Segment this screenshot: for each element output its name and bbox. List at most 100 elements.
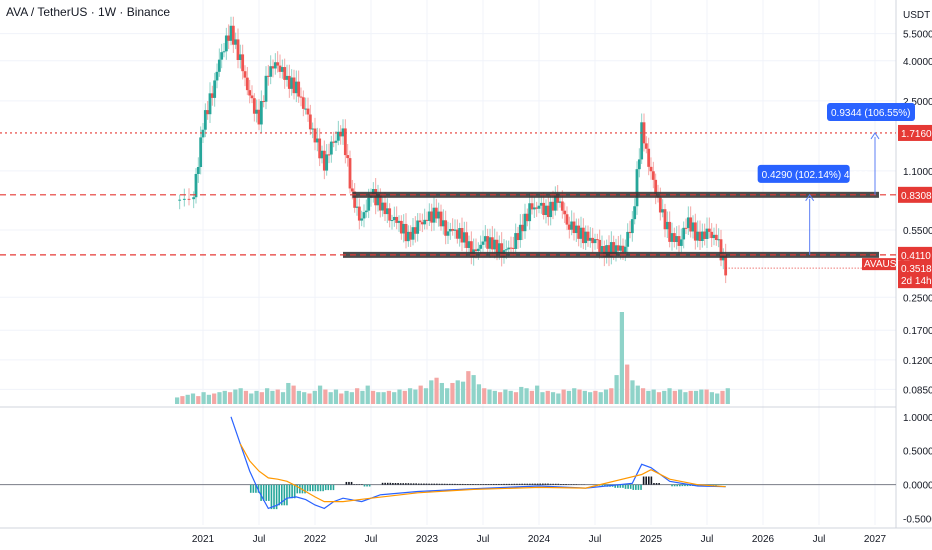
- candle-body: [397, 220, 401, 223]
- candle-body: [399, 220, 403, 234]
- candle-body: [252, 98, 256, 114]
- candle-body: [196, 167, 200, 174]
- candle-body: [336, 131, 340, 141]
- price-tick-label: 0.0850: [903, 385, 932, 396]
- macd-histogram-bar: [332, 484, 335, 491]
- candle-body: [448, 228, 452, 232]
- volume-bar: [445, 388, 450, 404]
- candle-body: [441, 220, 445, 227]
- volume-bar: [693, 390, 699, 404]
- candle-body: [551, 201, 555, 211]
- macd-histogram-bar: [402, 483, 405, 485]
- macd-histogram-bar: [363, 484, 366, 487]
- time-tick-label: Jul: [365, 534, 378, 545]
- macd-histogram-bar: [451, 483, 454, 485]
- volume-bar: [577, 389, 582, 404]
- macd-histogram-bar: [386, 482, 389, 485]
- macd-histogram-bar: [645, 476, 647, 485]
- candle-body: [712, 234, 716, 239]
- time-tick-label: Jul: [701, 534, 714, 545]
- macd-histogram-bar: [314, 484, 317, 492]
- macd-histogram-bar: [417, 483, 420, 485]
- symbol-tag: [862, 258, 896, 271]
- candle-body: [360, 218, 364, 221]
- candle-body: [376, 194, 380, 206]
- candle-body: [432, 207, 436, 223]
- candle-body: [311, 128, 315, 130]
- macd-histogram-bar: [604, 484, 606, 486]
- candle-body: [294, 81, 298, 94]
- candle-body: [525, 213, 529, 222]
- candle-body: [588, 237, 592, 241]
- macd-histogram-bar: [291, 484, 293, 499]
- candle-body: [367, 197, 371, 211]
- macd-histogram-bar: [673, 484, 676, 487]
- candle-body: [619, 245, 623, 251]
- candle-body: [677, 236, 681, 246]
- candle-body: [495, 239, 499, 254]
- candle-body: [521, 224, 525, 232]
- volume-bar: [180, 396, 185, 404]
- candle-body: [497, 243, 501, 254]
- macd-histogram-bar: [513, 483, 516, 485]
- macd-histogram-bar: [348, 481, 350, 485]
- macd-histogram-bar: [658, 483, 660, 485]
- volume-bar: [312, 390, 317, 404]
- volume-bar: [307, 393, 312, 404]
- volume-bar: [286, 382, 291, 404]
- candle-body: [222, 51, 226, 53]
- volume-bar: [561, 389, 566, 404]
- macd-histogram-bar: [469, 484, 472, 485]
- candle-body: [355, 206, 359, 208]
- macd-histogram-bar: [286, 484, 288, 506]
- volume-bar: [699, 389, 704, 404]
- candle-body: [490, 237, 494, 250]
- macd-histogram-bar: [296, 484, 299, 494]
- volume-bar: [688, 390, 693, 404]
- macd-histogram-bar: [288, 484, 291, 499]
- time-tick-label: 2023: [416, 534, 439, 545]
- volume-bar: [349, 392, 354, 404]
- macd-histogram-bar: [529, 483, 531, 485]
- candle-body: [675, 236, 679, 243]
- volume-bar: [614, 375, 619, 404]
- candle-body: [278, 65, 282, 72]
- volume-bar: [333, 389, 339, 404]
- volume-bar: [175, 397, 180, 404]
- macd-histogram-bar: [549, 483, 552, 485]
- candle-body: [546, 205, 550, 218]
- candle-body: [598, 239, 602, 252]
- time-tick-label: Jul: [589, 534, 602, 545]
- candle-body: [600, 246, 604, 252]
- price-tick-label: 1.1000: [903, 167, 932, 178]
- volume-bar: [249, 393, 254, 404]
- macd-histogram-bar: [283, 484, 286, 506]
- macd-histogram-bar: [454, 483, 456, 485]
- macd-histogram-bar: [443, 483, 446, 485]
- macd-histogram-bar: [715, 484, 717, 486]
- candle-body: [208, 93, 212, 115]
- macd-histogram-bar: [410, 483, 412, 485]
- time-tick-label: 2027: [864, 534, 887, 545]
- macd-histogram-bar: [304, 484, 306, 494]
- candle-body: [644, 143, 648, 149]
- candle-body: [243, 71, 247, 78]
- time-tick-label: 2024: [528, 534, 551, 545]
- macd-tick-label: 0.0000: [903, 481, 932, 492]
- candle-body: [343, 128, 347, 156]
- candle-body: [595, 239, 599, 241]
- candle-body: [388, 208, 392, 221]
- volume-bar: [407, 388, 413, 404]
- measure-label: 0.9344 (106.55%): [831, 108, 911, 119]
- macd-histogram-bar: [293, 484, 296, 499]
- candle-body: [633, 206, 637, 220]
- time-tick-label: 2026: [752, 534, 775, 545]
- macd-histogram-bar: [552, 483, 554, 485]
- price-tick-label: 2.5000: [903, 97, 932, 108]
- candle-body: [623, 246, 627, 253]
- macd-histogram-bar: [330, 484, 332, 491]
- candle-body: [413, 227, 417, 234]
- candle-body: [453, 229, 457, 231]
- candle-body: [427, 211, 431, 221]
